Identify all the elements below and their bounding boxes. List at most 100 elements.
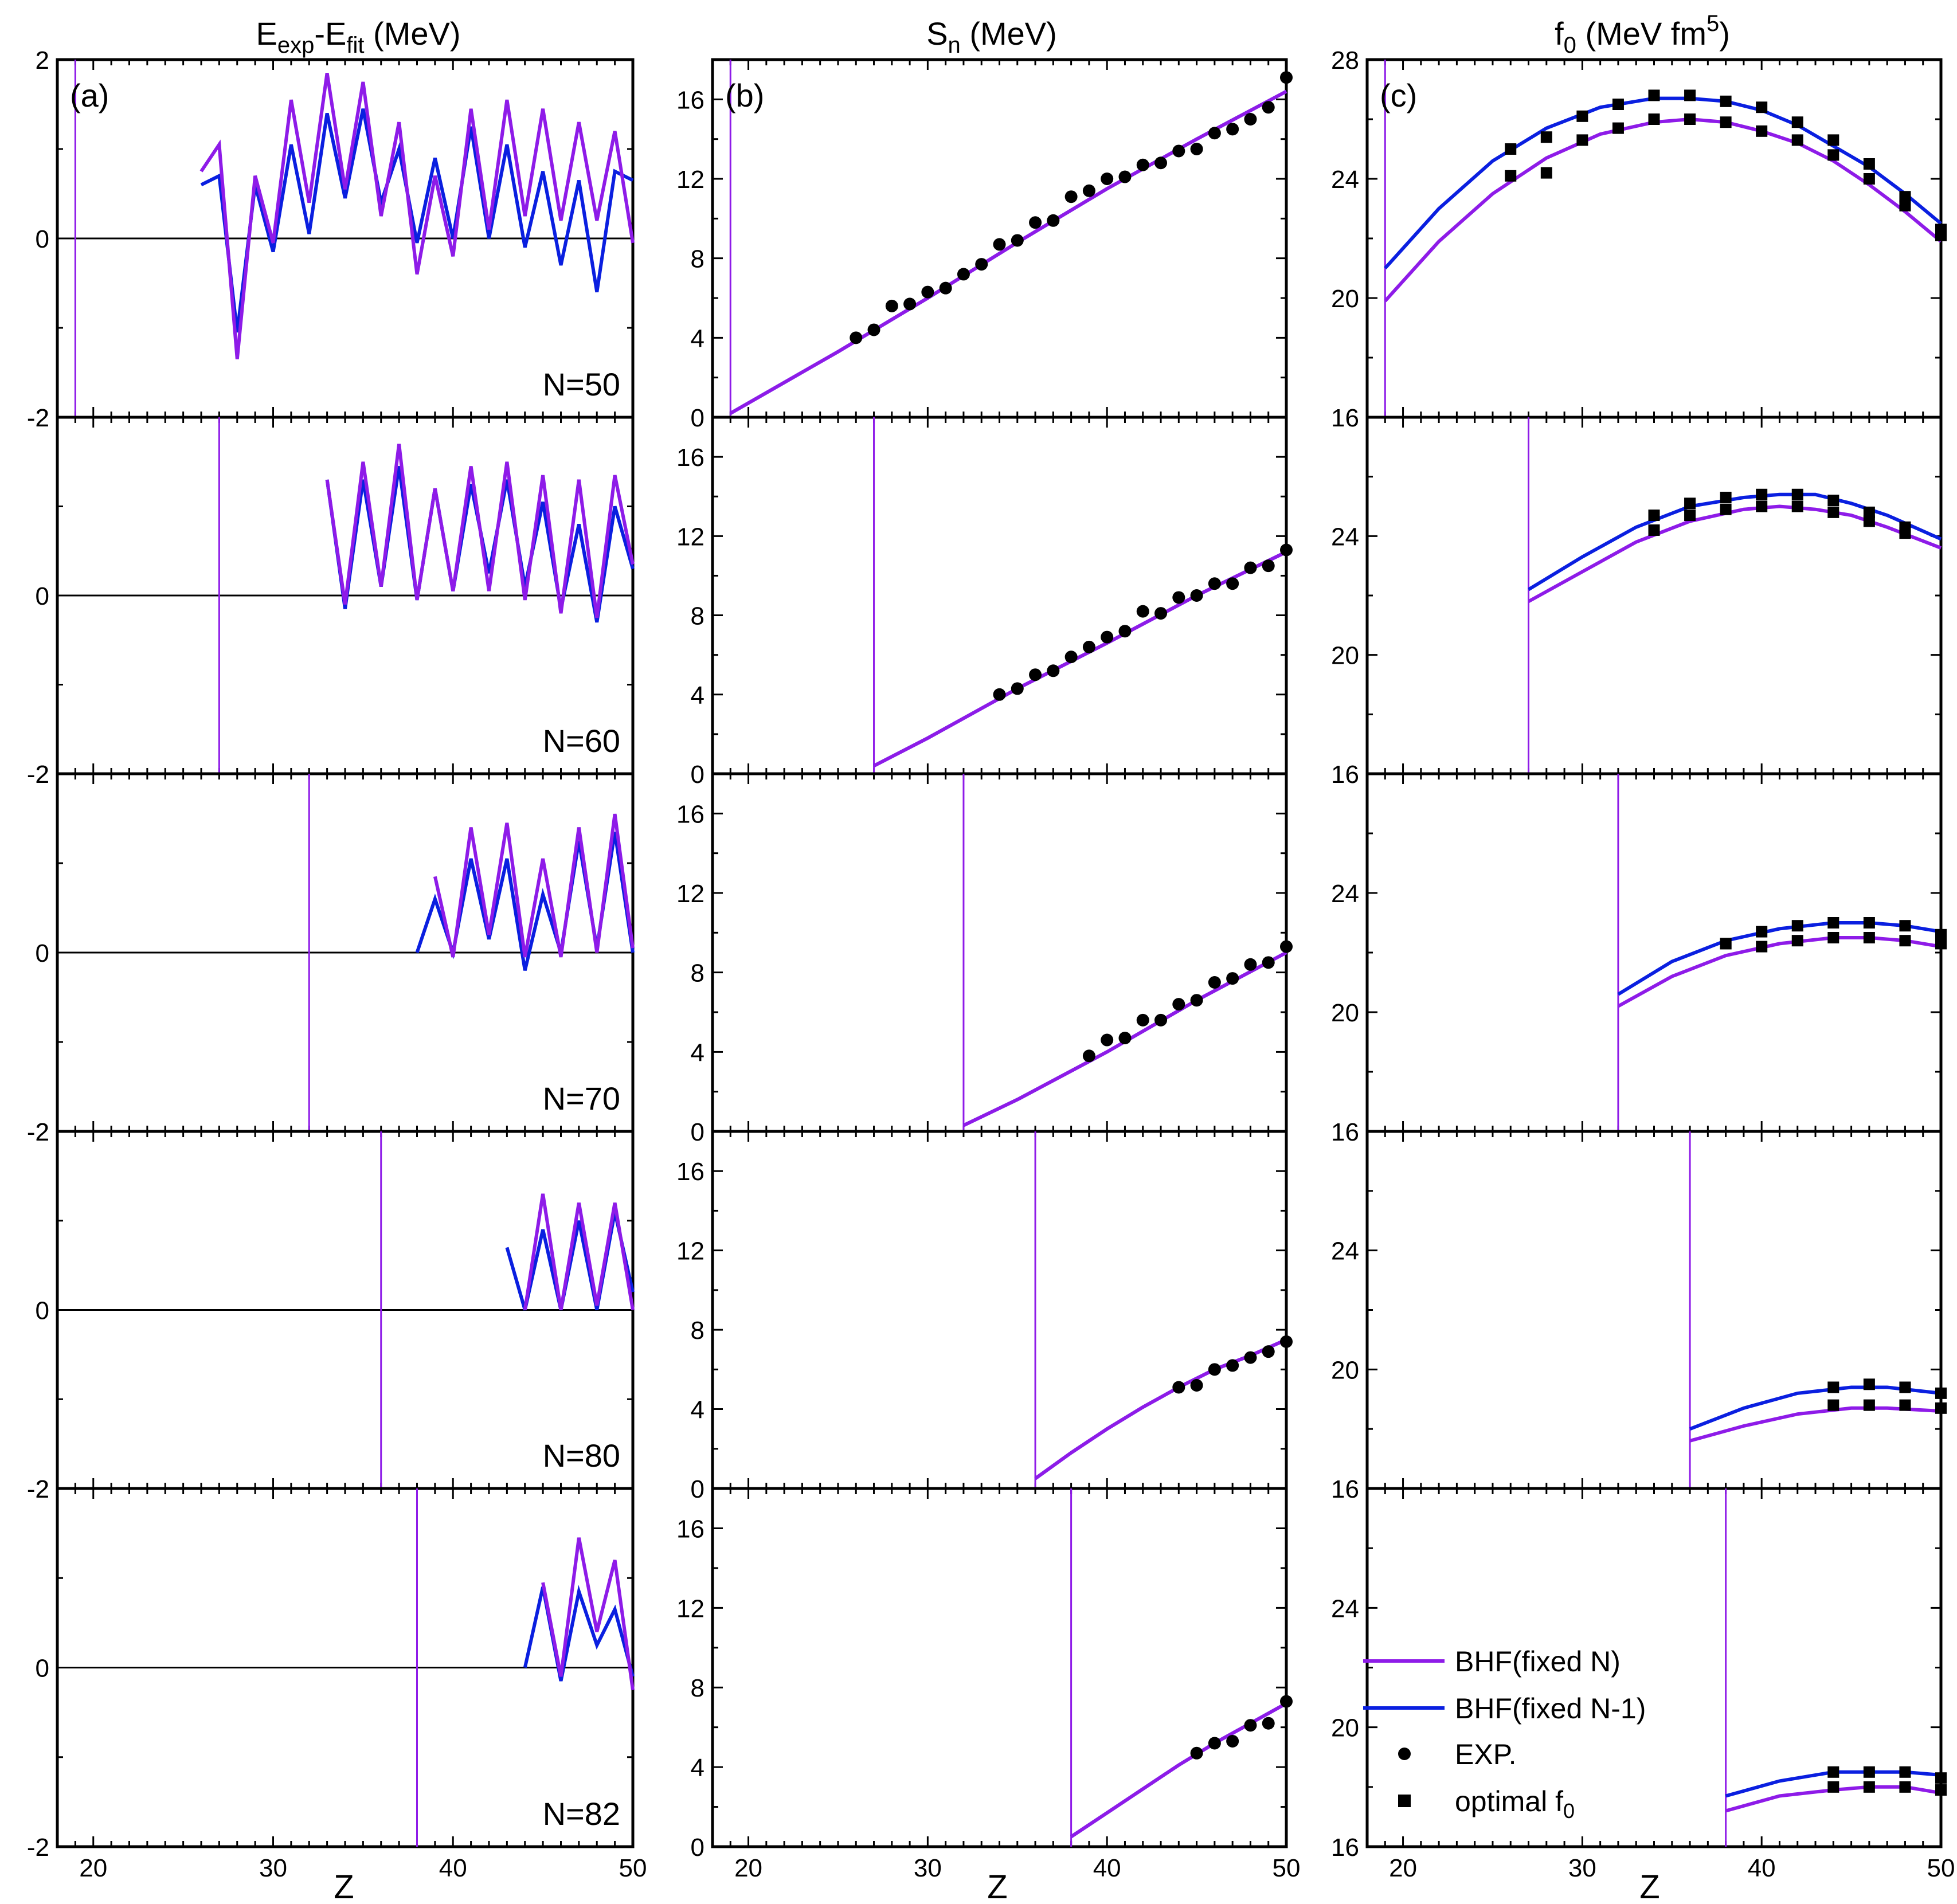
optimal-f0-point bbox=[1935, 938, 1947, 950]
optimal-f0-point bbox=[1899, 935, 1911, 947]
exp-point bbox=[1280, 71, 1293, 84]
series-line-fixed-n bbox=[433, 813, 635, 958]
exp-point bbox=[1208, 127, 1221, 140]
y-tick-label: 8 bbox=[691, 245, 704, 273]
y-tick-label: 16 bbox=[1331, 1118, 1359, 1146]
exp-point bbox=[1011, 234, 1024, 247]
optimal-f0-point bbox=[1756, 488, 1768, 500]
panel-b-2: 0 4 8 12 16 bbox=[676, 416, 1293, 789]
exp-point bbox=[1208, 976, 1221, 989]
panel-c-1: 16 20 24 28 (c) bbox=[1331, 46, 1947, 432]
series-line-fixed-n1 bbox=[1617, 921, 1942, 996]
exp-point bbox=[1082, 184, 1095, 197]
n-label: N=82 bbox=[543, 1796, 620, 1832]
panel-frame bbox=[711, 772, 1288, 1133]
y-tick-label: 16 bbox=[676, 444, 704, 472]
optimal-f0-point bbox=[1899, 191, 1911, 203]
y-tick-label: 2 bbox=[36, 404, 49, 432]
optimal-f0-point bbox=[1648, 510, 1660, 522]
panel-a-2: -2 0 2 N=60 bbox=[27, 404, 635, 789]
n-label: N=70 bbox=[543, 1080, 620, 1116]
exp-point bbox=[1154, 607, 1168, 620]
optimal-f0-point bbox=[1576, 134, 1588, 146]
optimal-f0-point bbox=[1827, 932, 1839, 943]
exp-point bbox=[1082, 1049, 1095, 1063]
y-tick-label: 0 bbox=[36, 939, 49, 967]
optimal-f0-point bbox=[1827, 1399, 1839, 1411]
optimal-f0-point bbox=[1791, 920, 1803, 932]
x-tick-label: 20 bbox=[1389, 1854, 1417, 1882]
x-tick-label: 20 bbox=[734, 1854, 762, 1882]
y-tick-label: 12 bbox=[676, 880, 704, 908]
optimal-f0-point bbox=[1720, 491, 1732, 503]
optimal-f0-point bbox=[1827, 506, 1839, 518]
y-tick-label: 12 bbox=[676, 1594, 704, 1623]
title-c-sub: 0 bbox=[1564, 33, 1576, 58]
legend-marker-optimal bbox=[1398, 1795, 1411, 1807]
exp-point bbox=[1172, 591, 1185, 604]
series-line-fixed-n bbox=[729, 89, 1287, 415]
x-tick-label: 30 bbox=[259, 1854, 287, 1882]
optimal-f0-point bbox=[1899, 521, 1911, 533]
title-c-base: f bbox=[1555, 15, 1564, 52]
legend-label-exp: EXP. bbox=[1455, 1738, 1517, 1770]
y-tick-label: 16 bbox=[1331, 404, 1359, 432]
optimal-f0-point bbox=[1863, 515, 1875, 527]
x-axis-name-a: Z bbox=[334, 1868, 354, 1904]
exp-point bbox=[1118, 625, 1132, 638]
series-line-fixed-n bbox=[325, 444, 635, 618]
optimal-f0-point bbox=[1612, 122, 1624, 134]
title-c-close: ) bbox=[1719, 15, 1730, 52]
column-title-a: Eexp-Efit (MeV) bbox=[256, 15, 461, 58]
y-tick-label: 2 bbox=[36, 1118, 49, 1146]
exp-point bbox=[1244, 1719, 1257, 1732]
x-axis-label-a: Z bbox=[334, 1868, 354, 1904]
x-tick-label: 50 bbox=[1927, 1854, 1955, 1882]
optimal-f0-point bbox=[1863, 173, 1875, 185]
exp-point bbox=[1280, 543, 1293, 557]
y-tick-label: 0 bbox=[36, 1655, 49, 1683]
exp-point bbox=[1226, 123, 1239, 136]
exp-point bbox=[1226, 1734, 1239, 1748]
exp-point bbox=[1101, 173, 1114, 185]
panel-tag: (b) bbox=[725, 77, 764, 113]
exp-point bbox=[1262, 1717, 1275, 1730]
y-tick-label: 8 bbox=[691, 1674, 704, 1702]
exp-point bbox=[1154, 1013, 1168, 1027]
exp-point bbox=[1280, 1695, 1293, 1708]
exp-point bbox=[1154, 156, 1168, 170]
y-tick-label: 4 bbox=[691, 1754, 704, 1782]
y-tick-label: 20 bbox=[1331, 1356, 1359, 1384]
legend-optimal-base: optimal f bbox=[1455, 1785, 1563, 1817]
panel-frame bbox=[1365, 1130, 1943, 1490]
x-tick-label: 40 bbox=[439, 1854, 467, 1882]
y-tick-label: 16 bbox=[1331, 1475, 1359, 1503]
optimal-f0-point bbox=[1684, 113, 1696, 125]
y-tick-label: 12 bbox=[676, 166, 704, 194]
optimal-f0-point bbox=[1899, 1381, 1911, 1393]
y-tick-label: -2 bbox=[27, 761, 49, 789]
exp-point bbox=[1262, 956, 1275, 969]
exp-point bbox=[1118, 170, 1132, 183]
panel-frame bbox=[1365, 1487, 1943, 1848]
n-label: N=50 bbox=[543, 366, 620, 402]
y-tick-label: 0 bbox=[691, 1475, 704, 1503]
y-tick-label: 8 bbox=[691, 602, 704, 630]
y-tick-label: 24 bbox=[1331, 1594, 1359, 1623]
svg-text:f0 (MeV fm5): f0 (MeV fm5) bbox=[1555, 11, 1730, 58]
optimal-f0-point bbox=[1791, 116, 1803, 128]
series-line-fixed-n bbox=[1384, 117, 1942, 303]
optimal-f0-point bbox=[1863, 1781, 1875, 1793]
exp-point bbox=[1190, 1746, 1203, 1760]
exp-point bbox=[1190, 1379, 1203, 1392]
panel-frame bbox=[1365, 58, 1943, 419]
series-line-fixed-n1 bbox=[1384, 96, 1942, 270]
exp-point bbox=[939, 281, 952, 295]
y-tick-label: 16 bbox=[1331, 761, 1359, 789]
panel-frame bbox=[711, 1130, 1288, 1490]
optimal-f0-point bbox=[1827, 1781, 1839, 1793]
exp-point bbox=[1262, 559, 1275, 573]
optimal-f0-point bbox=[1935, 224, 1947, 236]
exp-point bbox=[975, 258, 988, 271]
series-line-fixed-n bbox=[962, 951, 1287, 1127]
